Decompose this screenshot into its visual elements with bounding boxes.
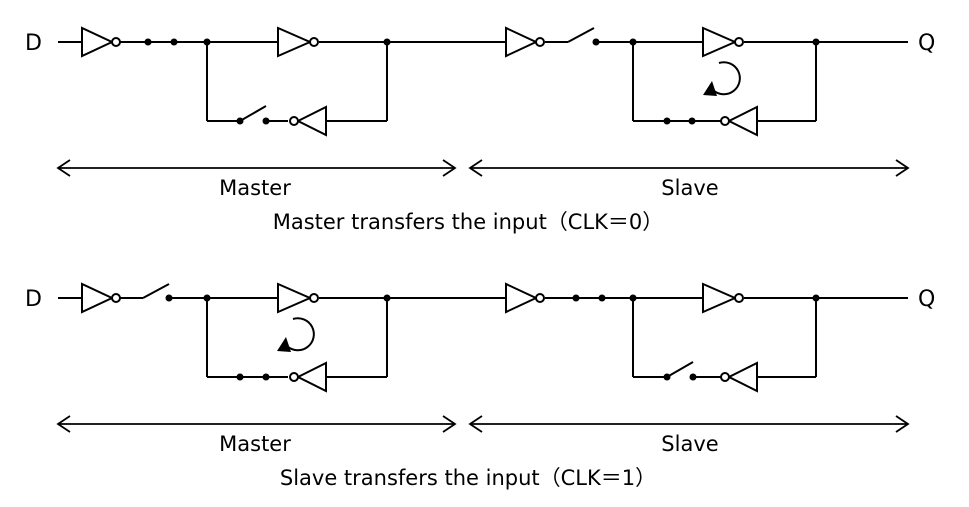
input-d-label: D xyxy=(25,31,42,56)
inverter-icon xyxy=(298,363,326,391)
inverter-bubble xyxy=(112,294,120,302)
inverter-bubble xyxy=(112,38,120,46)
inverter-icon xyxy=(703,284,735,312)
wires xyxy=(58,28,908,121)
master-label: Master xyxy=(219,176,291,200)
inverter-bubble xyxy=(735,294,743,302)
inverter-icon xyxy=(82,28,112,56)
inverter-icon xyxy=(298,107,326,135)
inverter-bubble xyxy=(735,38,743,46)
inverter-icon xyxy=(278,28,310,56)
panel-clk0: D Q xyxy=(25,28,935,234)
input-d-label: D xyxy=(25,287,42,312)
junction-dots xyxy=(145,39,820,125)
panel-clk1: D Q xyxy=(25,284,935,490)
inverter-icon xyxy=(506,284,536,312)
inverter-bubble xyxy=(721,373,729,381)
inverter-icon xyxy=(703,28,735,56)
caption: Slave transfers the input（CLK＝1） xyxy=(280,466,656,490)
section-arrows xyxy=(58,160,908,176)
section-arrows xyxy=(58,416,908,432)
output-q-label: Q xyxy=(918,31,935,56)
inverter-bubble xyxy=(290,373,298,381)
caption: Master transfers the input（CLK＝0） xyxy=(273,210,664,234)
circulation-arrow-icon xyxy=(277,318,314,352)
inverter-icon xyxy=(82,284,112,312)
slave-label: Slave xyxy=(661,176,718,200)
inverter-icon xyxy=(278,284,310,312)
inverter-bubble xyxy=(536,294,544,302)
wires xyxy=(58,284,908,377)
inverters xyxy=(82,284,757,391)
circulation-arrow-icon xyxy=(703,62,740,96)
inverter-icon xyxy=(729,363,757,391)
inverter-icon xyxy=(506,28,536,56)
master-label: Master xyxy=(219,432,291,456)
inverters xyxy=(82,28,757,135)
inverter-bubble xyxy=(310,38,318,46)
slave-label: Slave xyxy=(661,432,718,456)
inverter-bubble xyxy=(290,117,298,125)
output-q-label: Q xyxy=(918,287,935,312)
inverter-bubble xyxy=(721,117,729,125)
inverter-bubble xyxy=(310,294,318,302)
inverter-icon xyxy=(729,107,757,135)
junction-dots xyxy=(166,295,820,381)
inverter-bubble xyxy=(536,38,544,46)
